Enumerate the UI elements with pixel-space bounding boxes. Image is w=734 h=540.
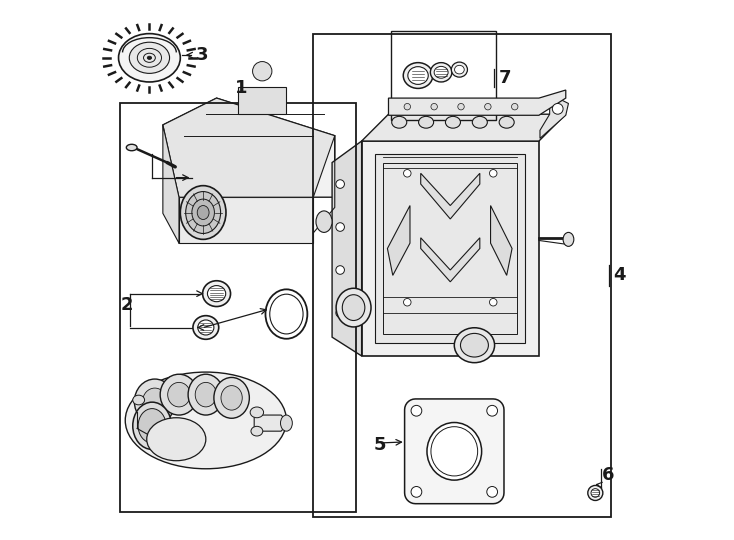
Ellipse shape: [418, 116, 434, 128]
Ellipse shape: [563, 232, 574, 246]
Polygon shape: [163, 98, 335, 197]
Polygon shape: [404, 399, 504, 504]
Ellipse shape: [451, 62, 468, 77]
Ellipse shape: [280, 415, 292, 431]
Ellipse shape: [134, 379, 175, 424]
Polygon shape: [238, 87, 286, 114]
Circle shape: [512, 104, 518, 110]
Circle shape: [336, 266, 344, 274]
Circle shape: [411, 406, 422, 416]
Text: 4: 4: [613, 266, 625, 285]
Polygon shape: [388, 90, 566, 115]
Ellipse shape: [167, 382, 190, 407]
Ellipse shape: [208, 286, 226, 302]
Polygon shape: [375, 154, 526, 342]
Polygon shape: [362, 141, 539, 356]
Circle shape: [336, 309, 344, 318]
Ellipse shape: [129, 42, 170, 73]
Ellipse shape: [392, 116, 407, 128]
Ellipse shape: [203, 281, 230, 307]
Ellipse shape: [126, 372, 286, 469]
Circle shape: [411, 487, 422, 497]
Ellipse shape: [446, 116, 460, 128]
Ellipse shape: [221, 386, 242, 410]
Ellipse shape: [499, 116, 515, 128]
Ellipse shape: [251, 427, 263, 436]
Ellipse shape: [250, 407, 264, 418]
Ellipse shape: [160, 374, 197, 415]
Ellipse shape: [133, 395, 145, 405]
Ellipse shape: [214, 377, 250, 418]
Ellipse shape: [142, 388, 167, 415]
Ellipse shape: [591, 489, 600, 497]
Ellipse shape: [342, 295, 365, 321]
Polygon shape: [388, 206, 410, 275]
Ellipse shape: [336, 288, 371, 327]
Polygon shape: [163, 98, 335, 243]
Ellipse shape: [403, 63, 433, 89]
Ellipse shape: [316, 211, 332, 232]
Circle shape: [458, 104, 464, 110]
Text: 7: 7: [498, 69, 511, 87]
Polygon shape: [179, 197, 313, 243]
Ellipse shape: [188, 374, 224, 415]
Ellipse shape: [148, 56, 152, 59]
Text: 6: 6: [603, 466, 615, 484]
Polygon shape: [163, 125, 179, 243]
Ellipse shape: [138, 409, 166, 443]
Bar: [120, 104, 356, 512]
Polygon shape: [254, 415, 286, 431]
Polygon shape: [332, 141, 362, 356]
Ellipse shape: [118, 33, 181, 82]
Circle shape: [252, 62, 272, 81]
Circle shape: [490, 170, 497, 177]
Text: 3: 3: [196, 46, 208, 64]
Ellipse shape: [186, 192, 221, 233]
Ellipse shape: [430, 63, 452, 82]
Ellipse shape: [197, 206, 209, 219]
Ellipse shape: [427, 422, 482, 480]
Ellipse shape: [472, 116, 487, 128]
Circle shape: [484, 104, 491, 110]
Circle shape: [431, 104, 437, 110]
Ellipse shape: [147, 418, 206, 461]
Bar: [391, 31, 496, 119]
Text: 2: 2: [121, 296, 134, 314]
Polygon shape: [421, 173, 480, 219]
Ellipse shape: [460, 333, 488, 357]
Ellipse shape: [195, 382, 217, 407]
Ellipse shape: [126, 144, 137, 151]
Ellipse shape: [181, 186, 226, 239]
Ellipse shape: [133, 402, 172, 449]
Bar: [313, 33, 611, 517]
Circle shape: [487, 406, 498, 416]
Ellipse shape: [434, 66, 448, 78]
Polygon shape: [490, 206, 512, 275]
Polygon shape: [540, 98, 568, 138]
Ellipse shape: [197, 320, 214, 335]
Circle shape: [336, 180, 344, 188]
Ellipse shape: [408, 66, 428, 84]
Circle shape: [404, 104, 410, 110]
Ellipse shape: [454, 65, 464, 74]
Ellipse shape: [192, 199, 214, 226]
Ellipse shape: [588, 485, 603, 501]
Circle shape: [404, 299, 411, 306]
Polygon shape: [421, 238, 480, 282]
Circle shape: [404, 170, 411, 177]
Ellipse shape: [454, 328, 495, 363]
Circle shape: [336, 222, 344, 231]
Circle shape: [553, 104, 563, 114]
Text: 1: 1: [236, 79, 248, 97]
Polygon shape: [362, 114, 566, 141]
Ellipse shape: [193, 316, 219, 339]
Circle shape: [487, 487, 498, 497]
Text: 5: 5: [374, 436, 387, 454]
Circle shape: [490, 299, 497, 306]
